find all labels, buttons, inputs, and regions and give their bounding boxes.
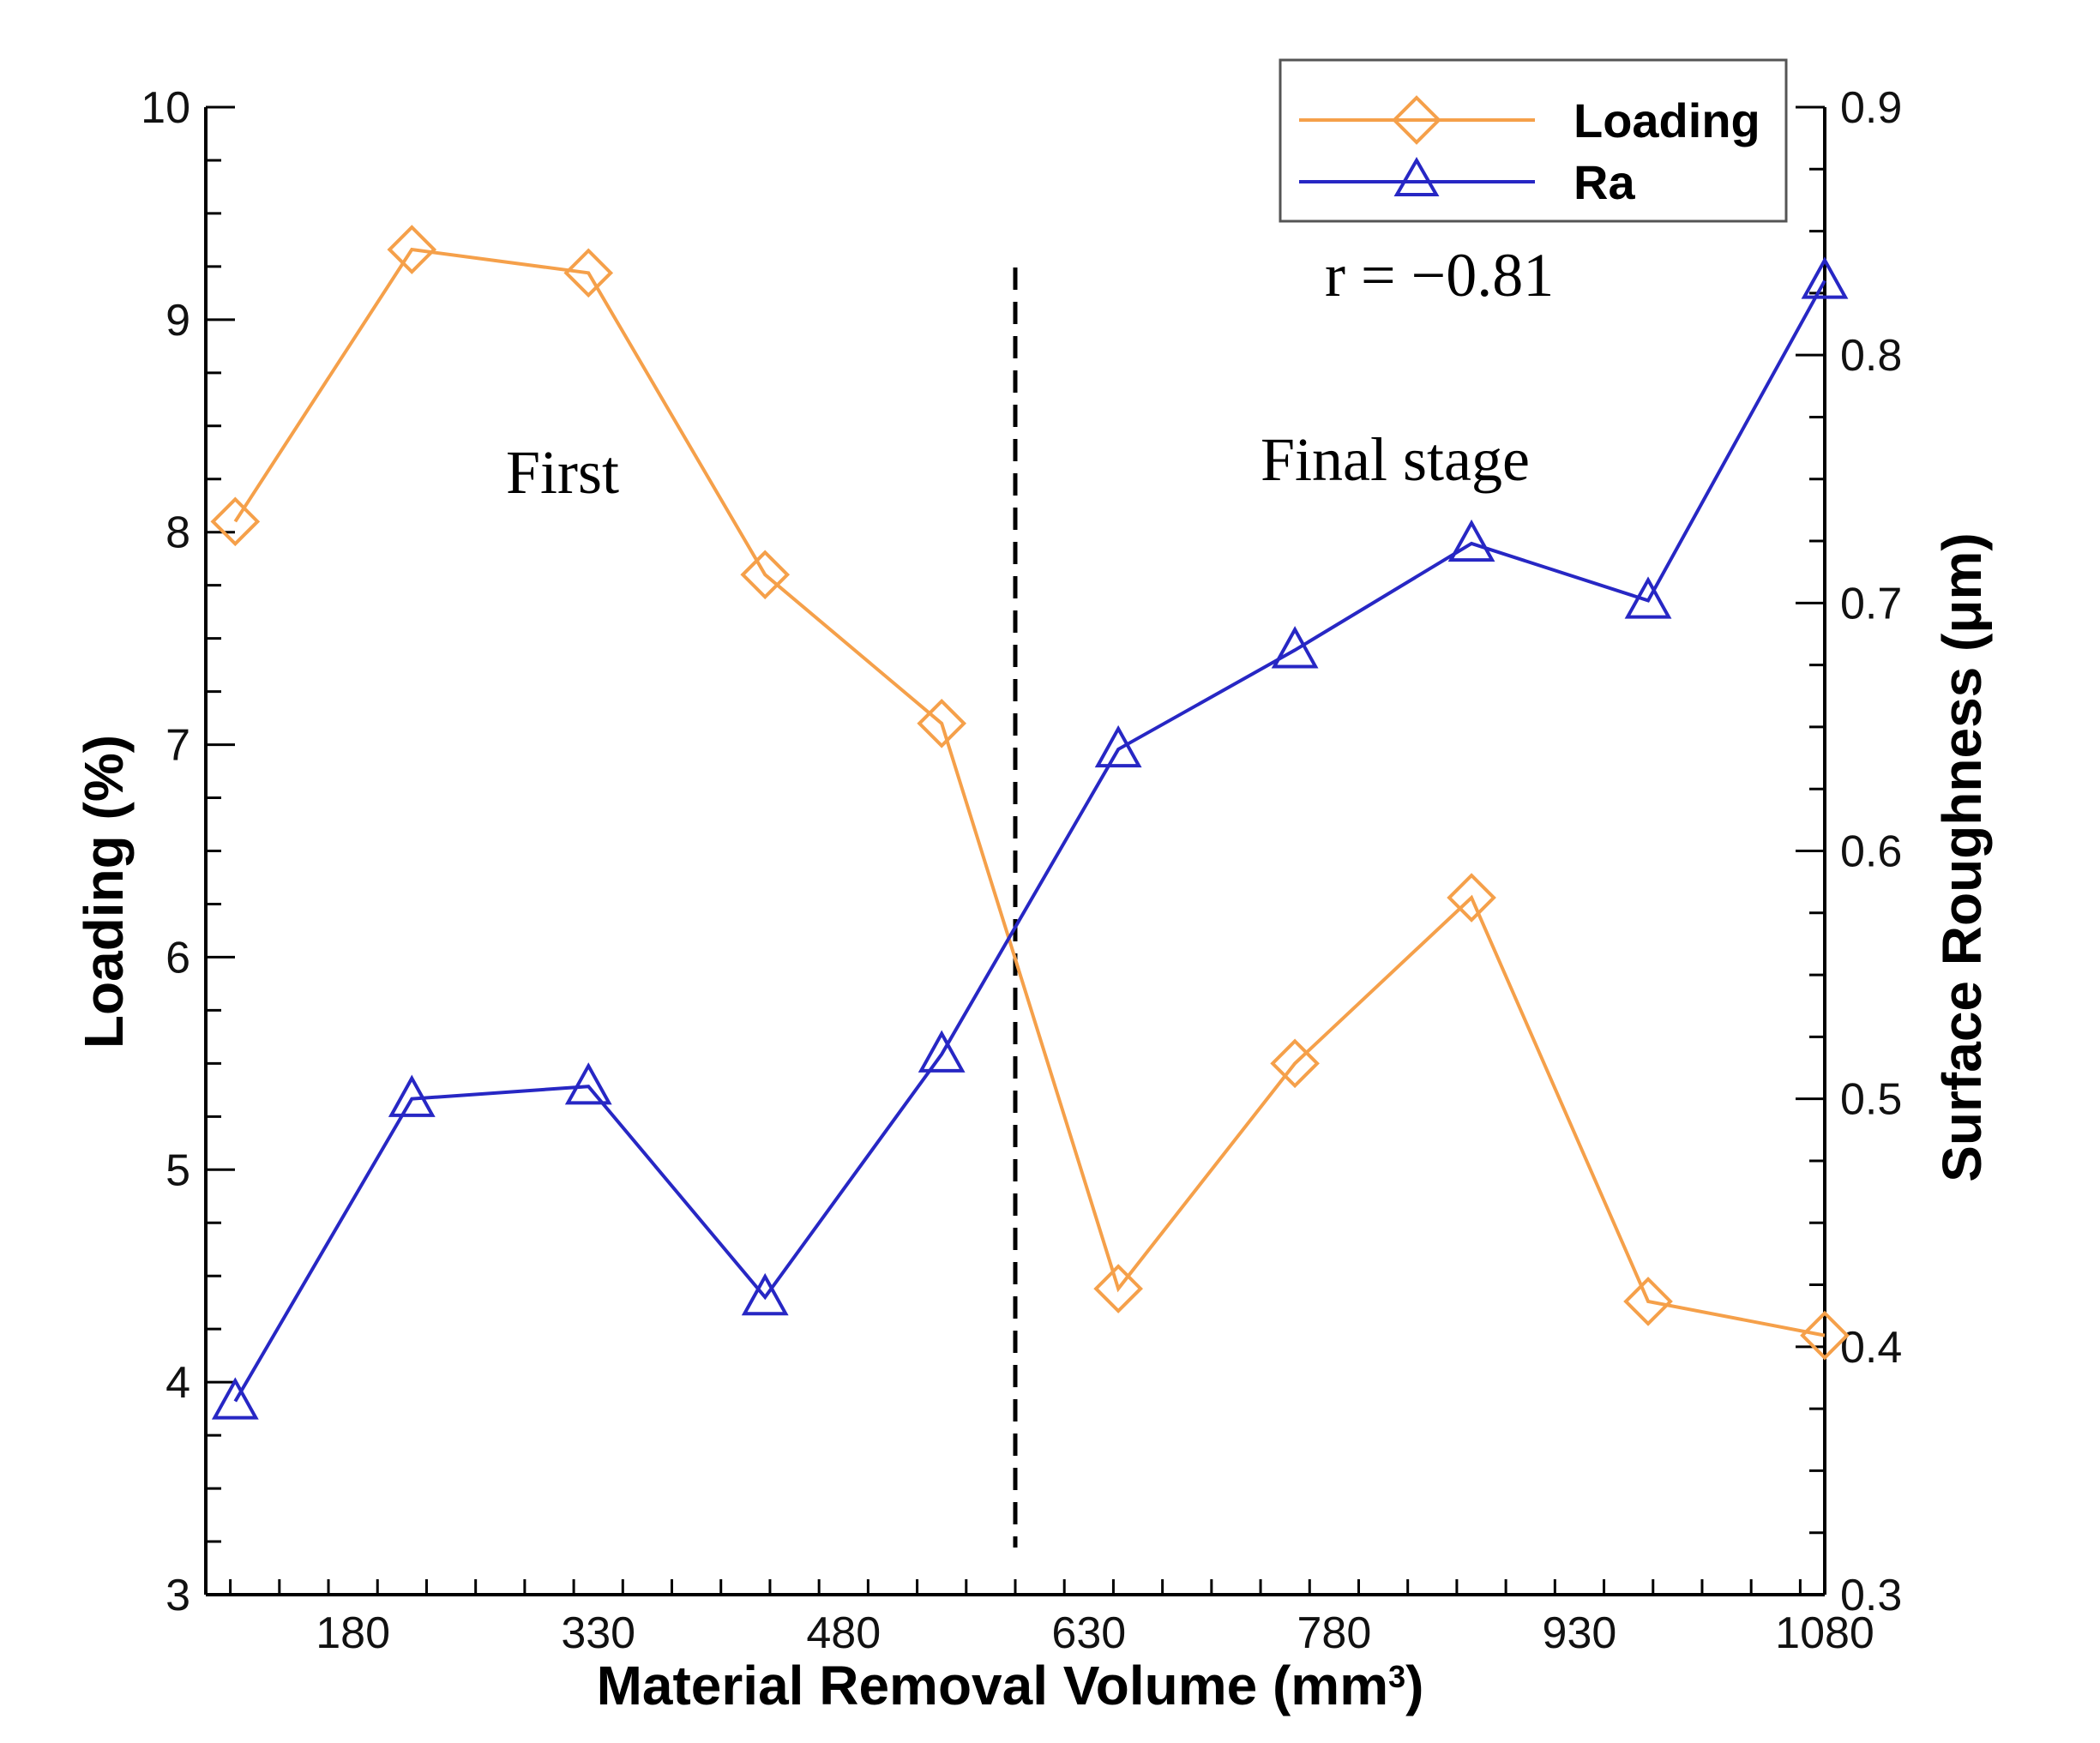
legend-ra-marker <box>1393 156 1440 196</box>
left-y-axis: 3 4 5 6 7 8 9 10 <box>141 83 235 1620</box>
y-right-tick-label: 0.5 <box>1840 1075 1902 1125</box>
series-line-loading <box>233 247 1826 1337</box>
data-point-ra <box>1094 724 1142 768</box>
x-axis: 180 330 480 630 780 930 1080 <box>229 1579 1874 1658</box>
data-point-ra <box>211 1377 259 1420</box>
series-ra <box>211 256 1849 1420</box>
data-point-ra <box>918 1030 966 1073</box>
x-tick-label: 930 <box>1543 1608 1617 1658</box>
x-axis-title: Material Removal Volume (mm3) <box>597 1655 1424 1716</box>
data-point-loading <box>740 550 791 600</box>
series-line-ra <box>233 279 1826 1403</box>
y-left-tick-label: 7 <box>165 721 190 771</box>
y-right-tick-label: 0.3 <box>1840 1571 1902 1620</box>
y-left-tick-label: 10 <box>141 83 190 133</box>
data-point-loading <box>1093 1264 1143 1313</box>
y-left-tick-label: 4 <box>165 1358 190 1408</box>
left-y-axis-title: Loading (%) <box>73 735 135 1049</box>
y-left-tick-label: 3 <box>165 1571 190 1620</box>
data-point-loading <box>917 698 967 748</box>
legend-box <box>1279 58 1788 223</box>
legend-loading-marker <box>1392 95 1441 145</box>
annotation-first: First <box>506 438 619 507</box>
legend-loading-label: Loading <box>1573 93 1760 147</box>
data-point-ra <box>741 1272 789 1316</box>
y-right-tick-label: 0.9 <box>1840 83 1902 133</box>
series-loading <box>210 225 1850 1361</box>
data-point-loading <box>1623 1277 1673 1326</box>
data-point-loading <box>387 225 437 274</box>
x-tick-label: 480 <box>806 1608 881 1658</box>
y-left-tick-label: 6 <box>165 933 190 983</box>
data-point-ra <box>564 1062 612 1105</box>
data-point-ra <box>1801 256 1849 299</box>
data-point-loading <box>1270 1038 1320 1089</box>
data-point-ra <box>1271 626 1319 669</box>
data-point-ra <box>388 1074 436 1117</box>
data-point-loading <box>1447 873 1496 923</box>
right-y-axis: 0.3 0.4 0.5 0.6 0.7 0.8 0.9 <box>1796 83 1902 1620</box>
y-right-tick-label: 0.6 <box>1840 827 1902 877</box>
x-tick-label: 630 <box>1051 1608 1126 1658</box>
y-right-tick-label: 0.8 <box>1840 331 1902 381</box>
data-point-loading <box>563 248 614 298</box>
x-tick-label: 330 <box>561 1608 635 1658</box>
y-left-tick-label: 8 <box>165 508 190 558</box>
data-point-loading <box>210 496 261 547</box>
y-left-tick-label: 9 <box>165 296 190 346</box>
x-tick-label: 1080 <box>1775 1608 1874 1658</box>
x-tick-label: 180 <box>316 1608 390 1658</box>
annotation-correlation: r = −0.81 <box>1325 241 1554 310</box>
data-point-ra <box>1624 576 1672 619</box>
legend: Loading Ra <box>1279 58 1788 223</box>
data-point-loading <box>1800 1310 1850 1361</box>
annotation-final-stage: Final stage <box>1261 425 1530 494</box>
right-y-axis-title: Surface Roughness (μm) <box>1931 532 1993 1182</box>
y-right-tick-label: 0.7 <box>1840 579 1902 628</box>
x-tick-label: 780 <box>1297 1608 1371 1658</box>
y-left-tick-label: 5 <box>165 1145 190 1195</box>
legend-ra-label: Ra <box>1573 155 1635 209</box>
y-right-tick-label: 0.4 <box>1840 1323 1902 1373</box>
data-point-ra <box>1447 519 1495 562</box>
